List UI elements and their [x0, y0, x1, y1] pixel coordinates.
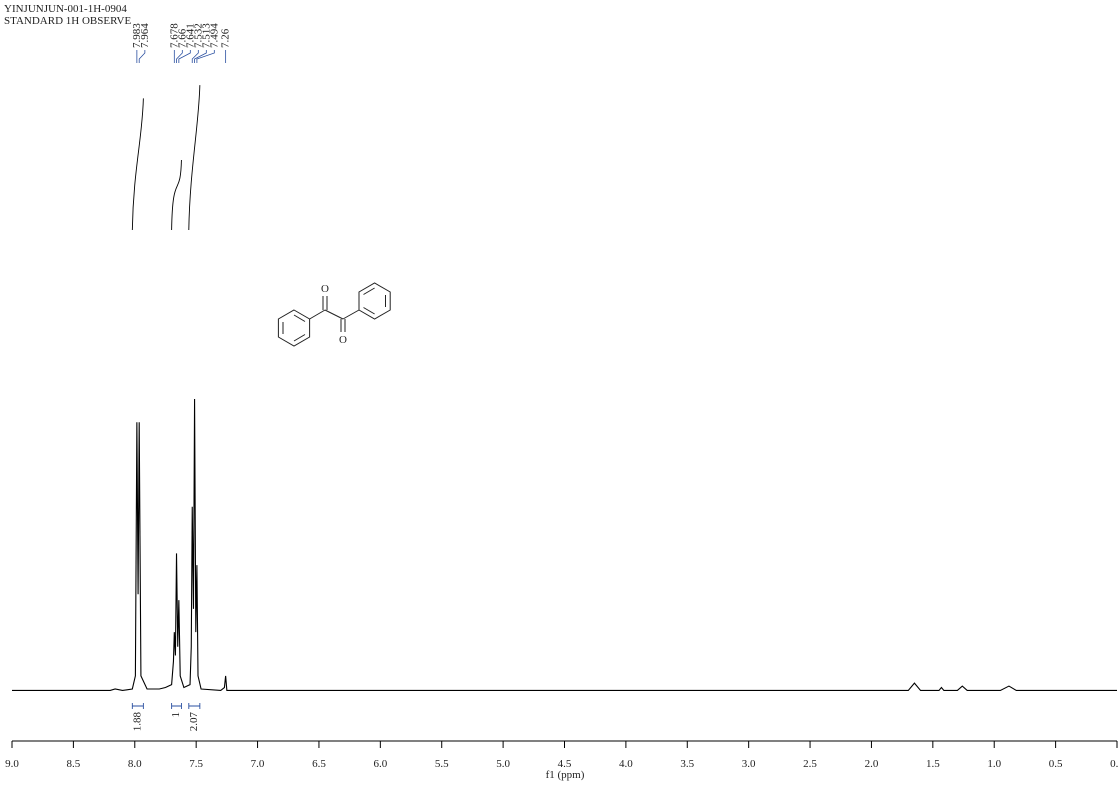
x-tick-label: 0.0 [1110, 758, 1118, 770]
integral-bracket [188, 703, 201, 709]
peak-label: 7.983 [131, 23, 143, 48]
atom-label: O [339, 334, 347, 346]
peak-connector [196, 50, 215, 63]
benzene-ring [358, 282, 391, 320]
x-tick-label: 7.5 [189, 758, 203, 770]
integral-curve [131, 98, 144, 231]
ring-double-bond [293, 334, 306, 342]
bond [309, 309, 326, 320]
x-tick-label: 3.0 [742, 758, 756, 770]
x-tick-label: 6.0 [373, 758, 387, 770]
x-tick-label: 1.5 [926, 758, 940, 770]
x-tick-label: 4.0 [619, 758, 633, 770]
integral-label: 1.88 [131, 712, 143, 732]
x-tick-label: 2.0 [865, 758, 879, 770]
integral-label: 2.07 [188, 712, 200, 732]
peak-label: 7.964 [139, 23, 151, 48]
peak-label: 7.494 [208, 23, 220, 48]
peak-label: 7.513 [200, 23, 212, 48]
bond [324, 309, 344, 320]
chart-subtitle: STANDARD 1H OBSERVE [4, 15, 131, 27]
peak-label: 7.641 [184, 23, 196, 48]
x-tick-label: 7.0 [251, 758, 265, 770]
x-tick-label: 2.5 [803, 758, 817, 770]
ring-double-bond [293, 314, 306, 322]
structure: O O [277, 282, 391, 347]
x-axis-label: f1 (ppm) [546, 769, 585, 781]
x-tick-label: 5.5 [435, 758, 449, 770]
x-tick-label: 0.5 [1049, 758, 1063, 770]
x-tick-label: 8.5 [67, 758, 81, 770]
x-tick-label: 9.0 [5, 758, 19, 770]
peak-connector [138, 50, 146, 63]
peak-connector [191, 50, 199, 63]
peak-label: 7.26 [220, 28, 232, 48]
chart-title: YINJUNJUN-001-1H-0904 [4, 3, 127, 15]
x-tick-label: 6.5 [312, 758, 326, 770]
x-tick-label: 5.0 [496, 758, 510, 770]
peak-connector [176, 50, 183, 63]
x-tick-label: 1.0 [987, 758, 1001, 770]
ring-double-bond [363, 287, 375, 295]
peak-label: 7.678 [168, 23, 180, 48]
x-tick-label: 4.5 [558, 758, 572, 770]
x-tick-label: 8.0 [128, 758, 142, 770]
peak-connector [194, 50, 207, 63]
integral-bracket [131, 703, 144, 709]
x-tick-label: 3.5 [680, 758, 694, 770]
ring-double-bond [363, 307, 375, 315]
integral-label: 1 [170, 712, 182, 718]
peak-connector [178, 50, 191, 63]
spectrum-line [12, 398, 1117, 692]
atom-label: O [321, 283, 329, 295]
integral-curve [188, 85, 201, 231]
integral-bracket [171, 703, 182, 709]
bond [342, 309, 360, 320]
peak-label: 7.66 [176, 28, 188, 48]
integral-curve [171, 159, 182, 231]
peak-label: 7.532 [192, 23, 204, 48]
